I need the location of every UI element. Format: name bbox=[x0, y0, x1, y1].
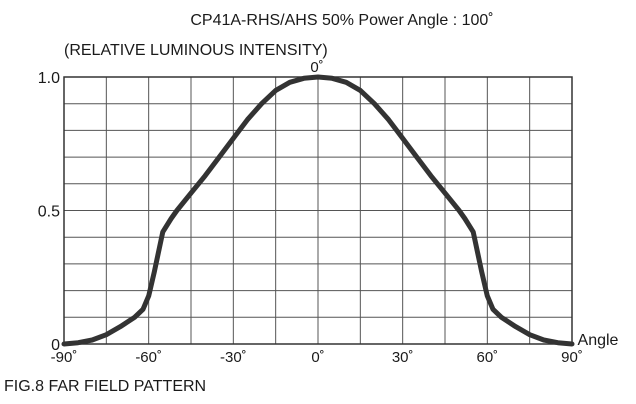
y-tick-label: 1.0 bbox=[38, 70, 60, 87]
x-tick-label: -90˚ bbox=[51, 349, 78, 366]
chart-subtitle: (RELATIVE LUMINOUS INTENSITY) bbox=[64, 42, 328, 59]
y-tick-label: 0 bbox=[51, 337, 60, 354]
figure-caption: FIG.8 FAR FIELD PATTERN bbox=[4, 378, 206, 395]
y-tick-labels: 0 0.5 1.0 bbox=[38, 70, 60, 354]
x-tick-label: -30˚ bbox=[220, 349, 247, 366]
chart-title: CP41A-RHS/AHS 50% Power Angle : 100˚ bbox=[190, 12, 493, 29]
x-tick-label: 30˚ bbox=[392, 349, 414, 366]
intensity-curve bbox=[61, 74, 575, 347]
top-center-angle-label: 0˚ bbox=[310, 59, 323, 76]
series-group bbox=[61, 74, 575, 347]
x-tick-labels: -90˚ -60˚ -30˚ 0˚ 30˚ 60˚ 90˚ bbox=[51, 349, 583, 366]
y-tick-label: 0.5 bbox=[38, 204, 60, 221]
x-axis-label: Angle bbox=[578, 332, 619, 349]
x-tick-label: -60˚ bbox=[135, 349, 162, 366]
chart-grid bbox=[63, 76, 573, 345]
x-tick-label: 90˚ bbox=[561, 349, 583, 366]
x-tick-label: 60˚ bbox=[476, 349, 498, 366]
x-tick-label: 0˚ bbox=[311, 349, 324, 366]
